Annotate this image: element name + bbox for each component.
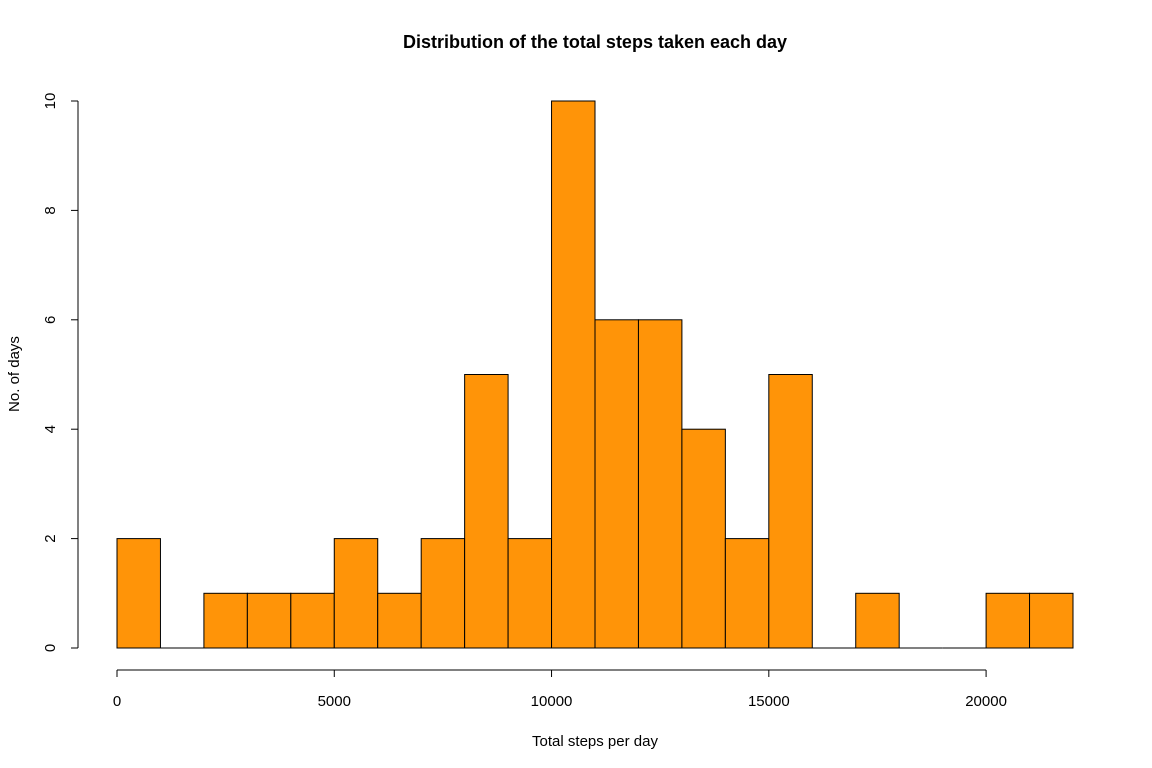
x-tick-label: 10000 (531, 693, 573, 710)
chart-title: Distribution of the total steps taken ea… (403, 32, 787, 52)
histogram-bar (985, 592, 1031, 649)
x-tick-label: 0 (113, 693, 121, 710)
histogram-bar (1029, 592, 1074, 649)
histogram-bar (290, 592, 335, 649)
x-tick-label: 20000 (965, 693, 1007, 710)
histogram-bar (855, 592, 900, 649)
histogram-bar (203, 592, 248, 649)
histogram-bar (377, 592, 422, 649)
y-tick-label: 0 (42, 644, 59, 652)
histogram-bar (464, 374, 509, 649)
histogram-bar (637, 319, 683, 649)
histogram-bar (681, 428, 726, 649)
histogram-bar (768, 374, 813, 649)
y-tick-label: 4 (42, 425, 59, 433)
x-axis: 0 5000 10000 15000 20000 (113, 669, 1007, 710)
histogram-bar (333, 538, 379, 649)
histogram-bar (507, 538, 553, 649)
x-tick-label: 15000 (748, 693, 790, 710)
histogram-bar (594, 319, 639, 649)
y-tick-label: 10 (42, 93, 59, 110)
x-tick-label: 5000 (318, 693, 351, 710)
histogram-bar (246, 592, 292, 649)
y-tick-label: 6 (42, 316, 59, 324)
x-axis-label: Total steps per day (532, 733, 658, 750)
y-tick-label: 8 (42, 206, 59, 214)
histogram-bar (724, 538, 770, 649)
histogram-bar (420, 538, 466, 649)
y-tick-label: 2 (42, 534, 59, 542)
histogram-bar (116, 538, 161, 649)
histogram-bar (551, 100, 596, 649)
bars-group (116, 100, 1074, 649)
y-axis: 0 2 4 6 8 10 (42, 93, 79, 652)
y-axis-label: No. of days (6, 336, 23, 412)
